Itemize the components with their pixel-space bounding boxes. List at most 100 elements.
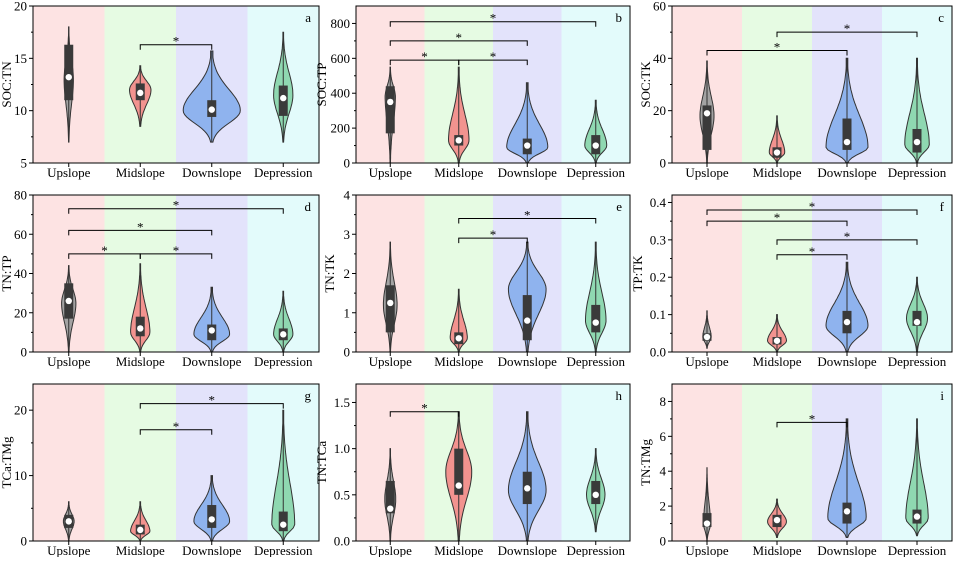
x-tick-label: Downslope bbox=[498, 165, 557, 180]
y-tick-label: 400 bbox=[331, 86, 351, 101]
y-tick-label: 0.2 bbox=[650, 270, 666, 285]
y-tick-label: 2 bbox=[344, 266, 351, 281]
significance-bracket bbox=[776, 254, 848, 260]
significance-label: * bbox=[456, 30, 463, 45]
mean-point bbox=[208, 327, 215, 334]
mean-point bbox=[524, 485, 531, 492]
y-tick-label: 10 bbox=[14, 468, 27, 483]
panel-letter: h bbox=[616, 388, 623, 403]
y-tick-label: 200 bbox=[331, 121, 351, 136]
plot-frame bbox=[355, 383, 631, 542]
x-tick-label: Upslope bbox=[47, 543, 91, 557]
x-tick-label: Depression bbox=[567, 543, 626, 557]
y-tick-label: 0 bbox=[344, 345, 351, 360]
panel-g: 0 10 20 TCa:TMg Upslope Midslope Downslope Depr… bbox=[0, 383, 320, 558]
mean-point bbox=[208, 516, 215, 523]
x-tick-label: Depression bbox=[567, 165, 626, 180]
mean-point bbox=[773, 149, 781, 156]
significance-label: * bbox=[490, 227, 497, 242]
iqr-box bbox=[385, 86, 395, 134]
x-tick-label: Upslope bbox=[369, 354, 413, 369]
mean-point bbox=[703, 333, 711, 341]
plot-frame bbox=[32, 194, 320, 353]
y-tick-label: 600 bbox=[331, 51, 351, 66]
panel-e: 0 1 2 3 4 TN:TK Upslope Midslope Downslope Depres… bbox=[322, 188, 631, 369]
plot-frame bbox=[355, 194, 631, 353]
x-tick-label: Upslope bbox=[369, 165, 413, 180]
significance-bracket bbox=[776, 31, 918, 38]
panel-letter: b bbox=[616, 10, 623, 25]
panel-f: 0.0 0.1 0.2 0.3 0.4 TP:TK Upslope Midslope Downs… bbox=[630, 194, 953, 369]
x-tick-label: Depression bbox=[888, 165, 947, 180]
y-tick-label: 20 bbox=[653, 103, 666, 118]
y-axis-label: TN:TP bbox=[0, 255, 14, 291]
x-tick-label: Depression bbox=[567, 354, 626, 369]
x-tick-label: Midslope bbox=[116, 543, 165, 557]
mean-point bbox=[913, 138, 921, 146]
significance-bracket bbox=[458, 237, 528, 244]
y-tick-label: 1.0 bbox=[334, 441, 350, 456]
significance-label: * bbox=[524, 208, 531, 223]
x-tick-label: Midslope bbox=[434, 543, 483, 557]
y-axis-label: TN:TCa bbox=[314, 441, 329, 485]
x-tick-label: Depression bbox=[888, 354, 947, 369]
mean-point bbox=[703, 110, 711, 117]
mean-point bbox=[65, 518, 72, 525]
panel-i: 0 2 4 6 8 TN:TMg Upslope Midslope Downslope Depre… bbox=[638, 383, 953, 558]
y-tick-label: 0.3 bbox=[650, 232, 666, 247]
x-tick-label: Midslope bbox=[752, 543, 801, 557]
mean-point bbox=[280, 521, 287, 528]
significance-bracket bbox=[776, 239, 918, 245]
significance-label: * bbox=[490, 49, 497, 64]
iqr-box bbox=[385, 480, 395, 514]
x-tick-label: Downslope bbox=[182, 165, 241, 180]
iqr-box bbox=[702, 513, 712, 528]
y-tick-label: 10 bbox=[14, 103, 27, 118]
y-tick-label: 60 bbox=[653, 0, 666, 14]
iqr-box bbox=[912, 310, 922, 326]
panel-letter: a bbox=[305, 10, 311, 25]
x-tick-label: Downslope bbox=[182, 543, 241, 557]
iqr-box bbox=[842, 118, 852, 150]
significance-label: * bbox=[421, 401, 428, 416]
mean-point bbox=[592, 491, 599, 499]
y-tick-label: 2 bbox=[660, 499, 667, 514]
y-tick-label: 0.1 bbox=[650, 307, 666, 322]
y-axis-label: SOC:TP bbox=[314, 62, 329, 106]
significance-label: * bbox=[421, 49, 428, 64]
significance-label: * bbox=[490, 11, 497, 26]
mean-point bbox=[137, 89, 144, 97]
panel-letter: c bbox=[938, 10, 944, 25]
panel-h: 0.0 0.5 1.0 1.5 TN:TCa Upslope Midslope Downslo… bbox=[314, 383, 631, 558]
significance-bracket bbox=[458, 59, 528, 66]
significance-label: * bbox=[173, 419, 180, 434]
significance-bracket bbox=[68, 208, 284, 214]
significance-bracket bbox=[389, 40, 528, 46]
significance-bracket bbox=[139, 253, 213, 259]
y-tick-label: 0 bbox=[344, 156, 351, 171]
y-tick-label: 4 bbox=[344, 188, 351, 203]
iqr-box bbox=[385, 285, 395, 333]
mean-point bbox=[65, 73, 72, 81]
significance-label: * bbox=[774, 210, 781, 225]
panel-letter: g bbox=[305, 388, 312, 403]
iqr-box bbox=[591, 304, 601, 333]
significance-bracket bbox=[458, 218, 597, 224]
y-tick-label: 40 bbox=[14, 266, 27, 281]
x-tick-label: Upslope bbox=[369, 543, 413, 557]
significance-bracket bbox=[389, 411, 460, 417]
plot-frame bbox=[671, 194, 953, 353]
significance-bracket bbox=[139, 44, 213, 50]
y-axis-label: TCa:TMg bbox=[0, 436, 14, 488]
x-tick-label: Midslope bbox=[116, 354, 165, 369]
mean-point bbox=[703, 520, 711, 527]
y-tick-label: 800 bbox=[331, 16, 351, 31]
mean-point bbox=[280, 331, 287, 338]
significance-bracket bbox=[389, 21, 597, 27]
x-tick-label: Downslope bbox=[817, 165, 876, 180]
x-tick-label: Downslope bbox=[182, 354, 241, 369]
mean-point bbox=[280, 94, 287, 102]
significance-label: * bbox=[101, 243, 108, 258]
y-tick-label: 1.5 bbox=[334, 395, 350, 410]
